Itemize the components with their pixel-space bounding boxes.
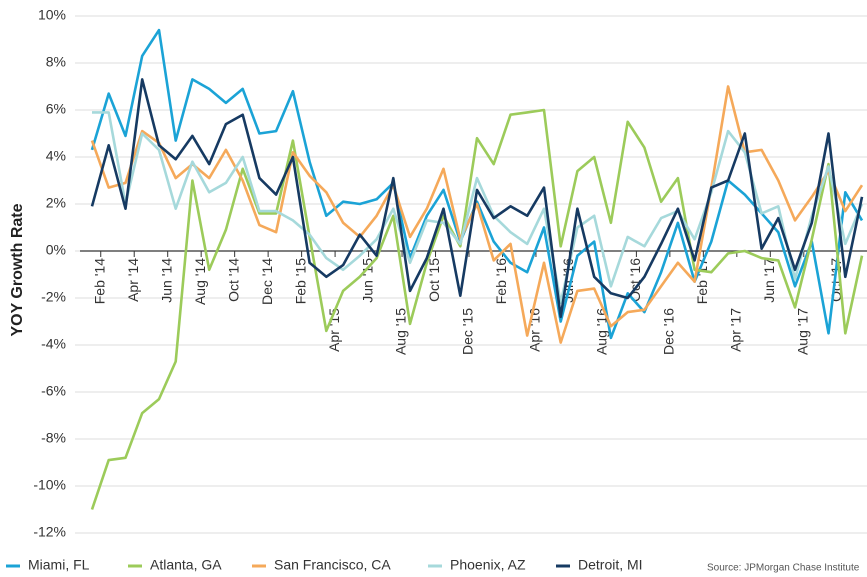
- y-tick-label: -12%: [33, 524, 66, 540]
- x-tick-label: Dec '15: [460, 308, 476, 355]
- y-tick-label: -6%: [41, 383, 66, 399]
- series-line: [90, 28, 864, 340]
- series-line: [90, 78, 864, 319]
- legend-label: Phoenix, AZ: [450, 557, 526, 573]
- x-tick-label: Dec '14: [259, 258, 275, 305]
- y-tick-label: -4%: [41, 336, 66, 352]
- y-tick-label: -10%: [33, 477, 66, 493]
- legend-label: Miami, FL: [28, 557, 90, 573]
- x-tick-label: Jun '17: [761, 258, 777, 303]
- series-line: [90, 108, 864, 510]
- x-tick-label: Feb '14: [91, 258, 107, 304]
- x-tick-label: Oct '15: [426, 258, 442, 302]
- legend-label: San Francisco, CA: [274, 557, 391, 573]
- x-tick-label: Apr '17: [728, 308, 744, 352]
- x-tick-label: Dec '16: [661, 308, 677, 355]
- x-tick-label: Feb '15: [292, 258, 308, 304]
- x-tick-label: Aug '14: [192, 258, 208, 305]
- x-tick-label: Jun '15: [359, 258, 375, 303]
- y-tick-label: -2%: [41, 289, 66, 305]
- y-tick-label: 4%: [46, 148, 66, 164]
- y-axis-title: YOY Growth Rate: [9, 203, 26, 336]
- y-tick-label: 0%: [46, 242, 66, 258]
- y-tick-label: 2%: [46, 195, 66, 211]
- x-tick-label: Apr '14: [125, 258, 141, 302]
- source-note: Source: JPMorgan Chase Institute: [707, 563, 860, 574]
- x-tick-label: Jun '14: [158, 258, 174, 303]
- x-tick-label: Apr '15: [326, 308, 342, 352]
- x-tick-label: Aug '16: [594, 308, 610, 355]
- x-tick-label: Aug '15: [393, 308, 409, 355]
- legend-label: Atlanta, GA: [150, 557, 222, 573]
- y-tick-label: -8%: [41, 430, 66, 446]
- series-line: [92, 111, 864, 304]
- y-tick-label: 10%: [38, 7, 66, 23]
- y-tick-label: 6%: [46, 101, 66, 117]
- x-tick-label: Oct '14: [225, 258, 241, 302]
- x-tick-label: Feb '16: [493, 258, 509, 304]
- legend-label: Detroit, MI: [578, 557, 643, 573]
- series-line: [90, 85, 864, 344]
- x-tick-label: Aug '17: [794, 308, 810, 355]
- y-tick-label: 8%: [46, 54, 66, 70]
- x-tick-label: Oct '16: [627, 258, 643, 302]
